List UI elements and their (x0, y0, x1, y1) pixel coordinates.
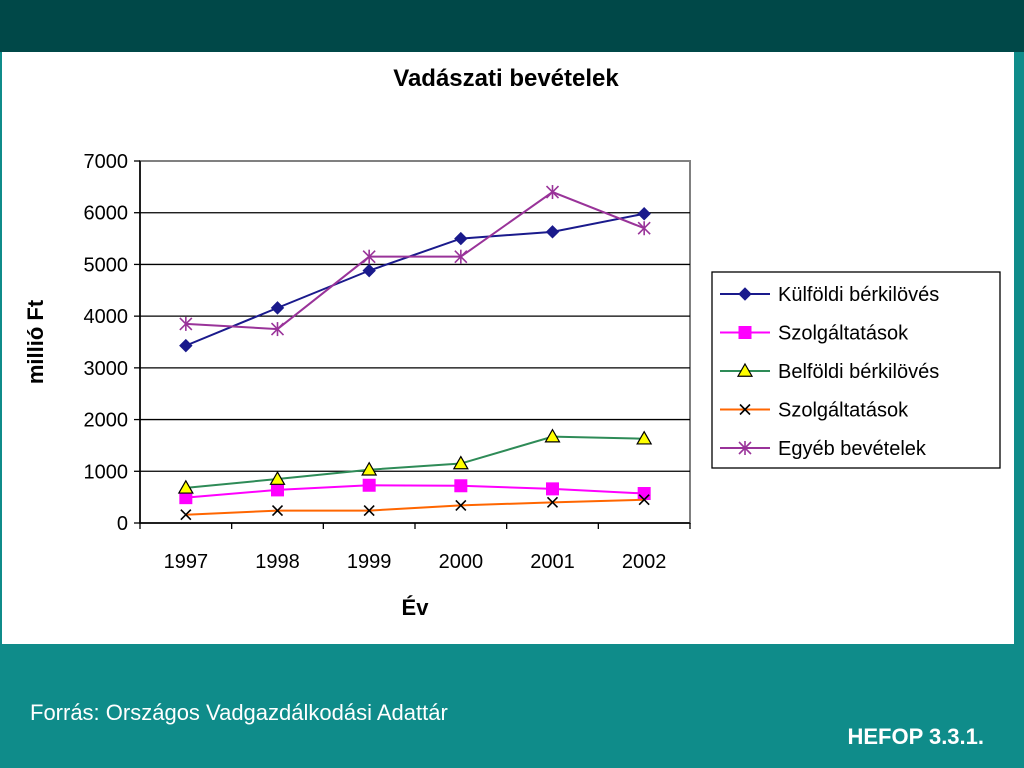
y-tick-label: 5000 (84, 254, 129, 276)
y-tick-label: 6000 (84, 203, 129, 225)
x-tick-label: 1997 (164, 551, 209, 573)
series-1-point (179, 338, 193, 353)
series-4-point (638, 494, 650, 506)
x-tick-label: 1998 (255, 551, 300, 573)
series-2-point (637, 487, 651, 501)
legend-marker (739, 403, 751, 416)
legend-marker (738, 441, 752, 455)
series-2-point (546, 482, 559, 496)
series-1-point (545, 225, 560, 239)
series-5-point (270, 322, 285, 337)
series-3-point (361, 461, 378, 476)
series-3-point (269, 470, 286, 485)
series-5-point (637, 221, 651, 236)
series-line-5 (185, 190, 645, 331)
legend-label: Külföldi bérkilövés (778, 284, 939, 306)
series-line-4 (185, 498, 645, 516)
chart-title: Vadászati bevételek (393, 65, 619, 92)
top-band (0, 0, 1024, 52)
line-chart: Vadászati bevételek 0 1000 2000 3000 4000 5000… (23, 65, 1001, 620)
y-tick-label: 0 (117, 513, 128, 535)
series-line-1 (185, 212, 645, 347)
series-1-point (454, 231, 468, 246)
series-5-point (454, 249, 468, 264)
legend-marker (738, 287, 752, 301)
legend-marker (736, 362, 754, 377)
series-3-point (636, 430, 653, 445)
series-1-point (637, 207, 651, 221)
legend-label: Egyéb bevételek (778, 438, 927, 460)
y-axis-title: millió Ft (23, 299, 48, 384)
series-4-point (363, 505, 375, 517)
series-1-point (270, 301, 285, 315)
source-text: Forrás: Országos Vadgazdálkodási Adattár (30, 700, 448, 725)
series-5-point (179, 316, 193, 331)
x-tick-label: 1999 (347, 551, 392, 573)
y-tick-label: 3000 (84, 358, 129, 380)
y-tick-label: 7000 (84, 151, 129, 173)
series-1-point (362, 263, 376, 278)
series-3-point (177, 479, 194, 494)
series-2-point (362, 478, 376, 492)
series-3-point (544, 428, 561, 443)
plot-area (139, 160, 691, 524)
legend-label: Szolgáltatások (778, 323, 909, 345)
x-tick-label: 2001 (530, 551, 575, 573)
series-4-point (271, 505, 284, 517)
y-tick-label: 2000 (84, 410, 129, 432)
series-4-point (546, 496, 559, 508)
x-tick-label: 2000 (439, 551, 484, 573)
x-axis-title: Év (402, 595, 430, 620)
series-3-point (452, 455, 469, 470)
legend-label: Szolgáltatások (778, 400, 909, 422)
series-5-point (545, 185, 560, 200)
legend-label: Belföldi bérkilövés (778, 361, 939, 383)
series-2-point (454, 479, 468, 493)
series-line-3 (185, 435, 645, 489)
footer-label: HEFOP 3.3.1. (847, 724, 984, 749)
legend-marker (738, 326, 752, 339)
series-2-point (271, 483, 284, 497)
x-tick-label: 2002 (622, 551, 667, 573)
y-tick-label: 1000 (84, 461, 129, 483)
y-tick-label: 4000 (84, 306, 129, 328)
series-line-2 (185, 484, 645, 499)
series-4-point (180, 509, 192, 521)
series-5-point (362, 249, 376, 264)
series-4-point (455, 499, 467, 511)
chart-panel: Vadászati bevételek 0 1000 2000 3000 4000 5000… (2, 52, 1014, 644)
